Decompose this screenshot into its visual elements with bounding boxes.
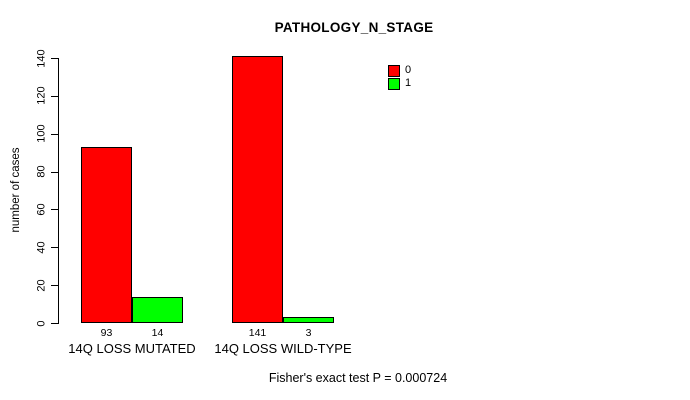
- y-tick-label: 40: [35, 241, 48, 254]
- bar: [81, 146, 132, 323]
- y-tick-label: 100: [35, 124, 48, 143]
- y-tick-mark: [51, 95, 58, 97]
- y-tick-label: 120: [35, 86, 48, 106]
- y-tick-label: 80: [35, 165, 48, 178]
- legend-item: 1: [388, 77, 411, 90]
- y-tick-mark: [51, 58, 58, 59]
- bar-value-label: 93: [100, 327, 113, 339]
- legend-label: 1: [405, 77, 412, 89]
- y-tick-label: 0: [35, 319, 48, 327]
- y-tick-mark: [51, 323, 58, 324]
- x-category-label: 14Q LOSS WILD-TYPE: [214, 341, 352, 356]
- bar: [283, 317, 334, 323]
- stat-annotation: Fisher's exact test P = 0.000724: [268, 371, 448, 385]
- y-tick-mark: [51, 285, 58, 287]
- bar-value-label: 3: [305, 327, 312, 339]
- bar-value-label: 141: [248, 327, 267, 339]
- legend-label: 0: [405, 64, 412, 76]
- y-tick-label: 140: [35, 48, 48, 68]
- y-tick-label: 20: [35, 279, 48, 292]
- chart-title: PATHOLOGY_N_STAGE: [274, 20, 434, 35]
- bar: [132, 296, 183, 323]
- y-axis-label: number of cases: [10, 147, 22, 233]
- legend-swatch: [388, 77, 400, 90]
- x-category-label: 14Q LOSS MUTATED: [68, 341, 196, 356]
- y-tick-mark: [51, 247, 58, 249]
- y-tick-mark: [51, 209, 58, 211]
- legend-swatch: [388, 64, 400, 77]
- y-axis-line: [58, 58, 59, 324]
- y-tick-mark: [51, 171, 58, 173]
- bar: [232, 56, 283, 323]
- legend-item: 0: [388, 64, 411, 77]
- y-tick-label: 60: [35, 203, 48, 216]
- y-tick-mark: [51, 133, 58, 135]
- bar-value-label: 14: [151, 327, 164, 339]
